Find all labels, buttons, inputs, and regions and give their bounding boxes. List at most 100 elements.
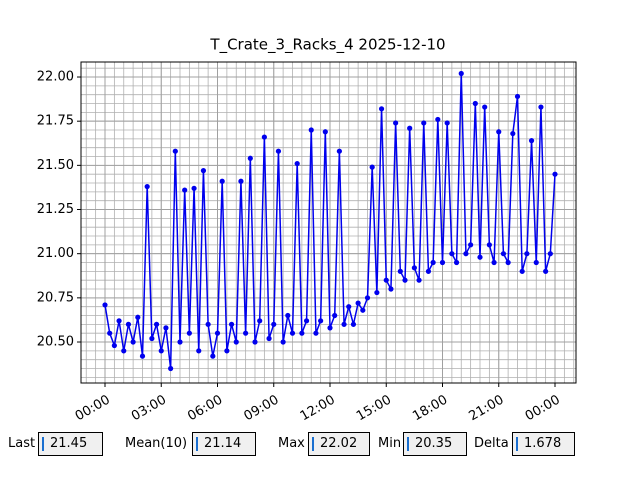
point [102,302,108,308]
point [468,242,474,248]
point [407,125,413,131]
point [130,339,136,345]
point [444,120,450,126]
x-tick-label: 06:00 [185,393,225,425]
field-value[interactable]: 21.14 [192,432,256,456]
point [510,130,516,137]
point [308,127,314,133]
point [196,348,202,354]
point [149,335,155,342]
point [374,289,380,296]
x-tick-label: 18:00 [410,393,450,425]
point [125,321,132,327]
point [294,160,300,167]
point [435,116,441,123]
point [491,259,497,266]
point [144,183,150,190]
point [322,129,328,135]
point [378,106,385,112]
point [243,330,249,336]
field-label: Max [278,436,305,451]
point [383,277,389,283]
cursor [312,437,314,451]
point [139,353,146,359]
field-value[interactable]: 22.02 [308,432,370,456]
point [252,339,258,345]
point [191,185,197,191]
point [158,348,164,354]
x-tick-label: 09:00 [242,393,282,425]
point [214,330,221,336]
chart: T_Crate_3_Racks_4 2025-12-10 20.50 20.75 2… [37,36,577,425]
x-tick-label: 15:00 [354,393,394,425]
point [182,187,188,193]
cursor [516,437,518,451]
point [543,268,549,274]
point [271,321,277,327]
point [411,265,417,271]
point [393,120,399,126]
point [449,251,455,257]
point [200,168,207,174]
chart-title: T_Crate_3_Racks_4 2025-12-10 [209,36,445,55]
point [397,268,403,274]
point [289,330,296,336]
point [463,251,469,257]
cursor [42,437,44,451]
point [496,129,502,135]
point [505,259,511,266]
y-tick-label: 22.00 [37,70,74,85]
point [341,321,347,327]
point [107,330,113,336]
point [327,325,333,331]
point [486,242,492,248]
point [210,353,216,359]
point [346,304,352,310]
point [299,330,305,336]
y-tick-label: 21.50 [37,158,74,173]
point [332,312,338,319]
field-value[interactable]: 20.35 [403,432,467,456]
point [360,307,366,313]
field-label: Last [8,436,36,451]
point [219,178,225,184]
point [172,148,178,154]
plot-frame [80,61,577,384]
point [430,259,436,266]
point [355,300,361,306]
point [402,277,408,283]
field-value[interactable]: 1.678 [512,432,575,456]
y-tick-label: 21.00 [37,246,74,261]
y-tick-label: 20.75 [37,290,74,305]
point [121,348,127,354]
point [477,254,483,260]
point [224,348,230,354]
x-tick-label: 03:00 [129,393,169,425]
cursor [407,437,409,451]
point [205,321,211,327]
point [514,93,521,100]
point [336,148,342,154]
y-tick-label: 21.75 [37,114,74,129]
point [552,171,558,177]
point [111,342,117,349]
point [350,321,357,327]
point [116,318,122,324]
x-tick-label: 21:00 [467,393,507,425]
point [266,335,272,342]
point [472,100,478,107]
point [528,138,535,144]
point [524,251,530,257]
point [238,178,244,184]
point [228,321,235,327]
point [168,365,174,372]
point [261,134,267,140]
point [257,318,263,324]
field-value[interactable]: 21.45 [38,432,103,456]
point [439,259,446,266]
point [453,259,460,266]
point [416,277,422,283]
point [425,268,432,274]
point [275,148,282,154]
y-tick-label: 20.50 [37,335,74,350]
